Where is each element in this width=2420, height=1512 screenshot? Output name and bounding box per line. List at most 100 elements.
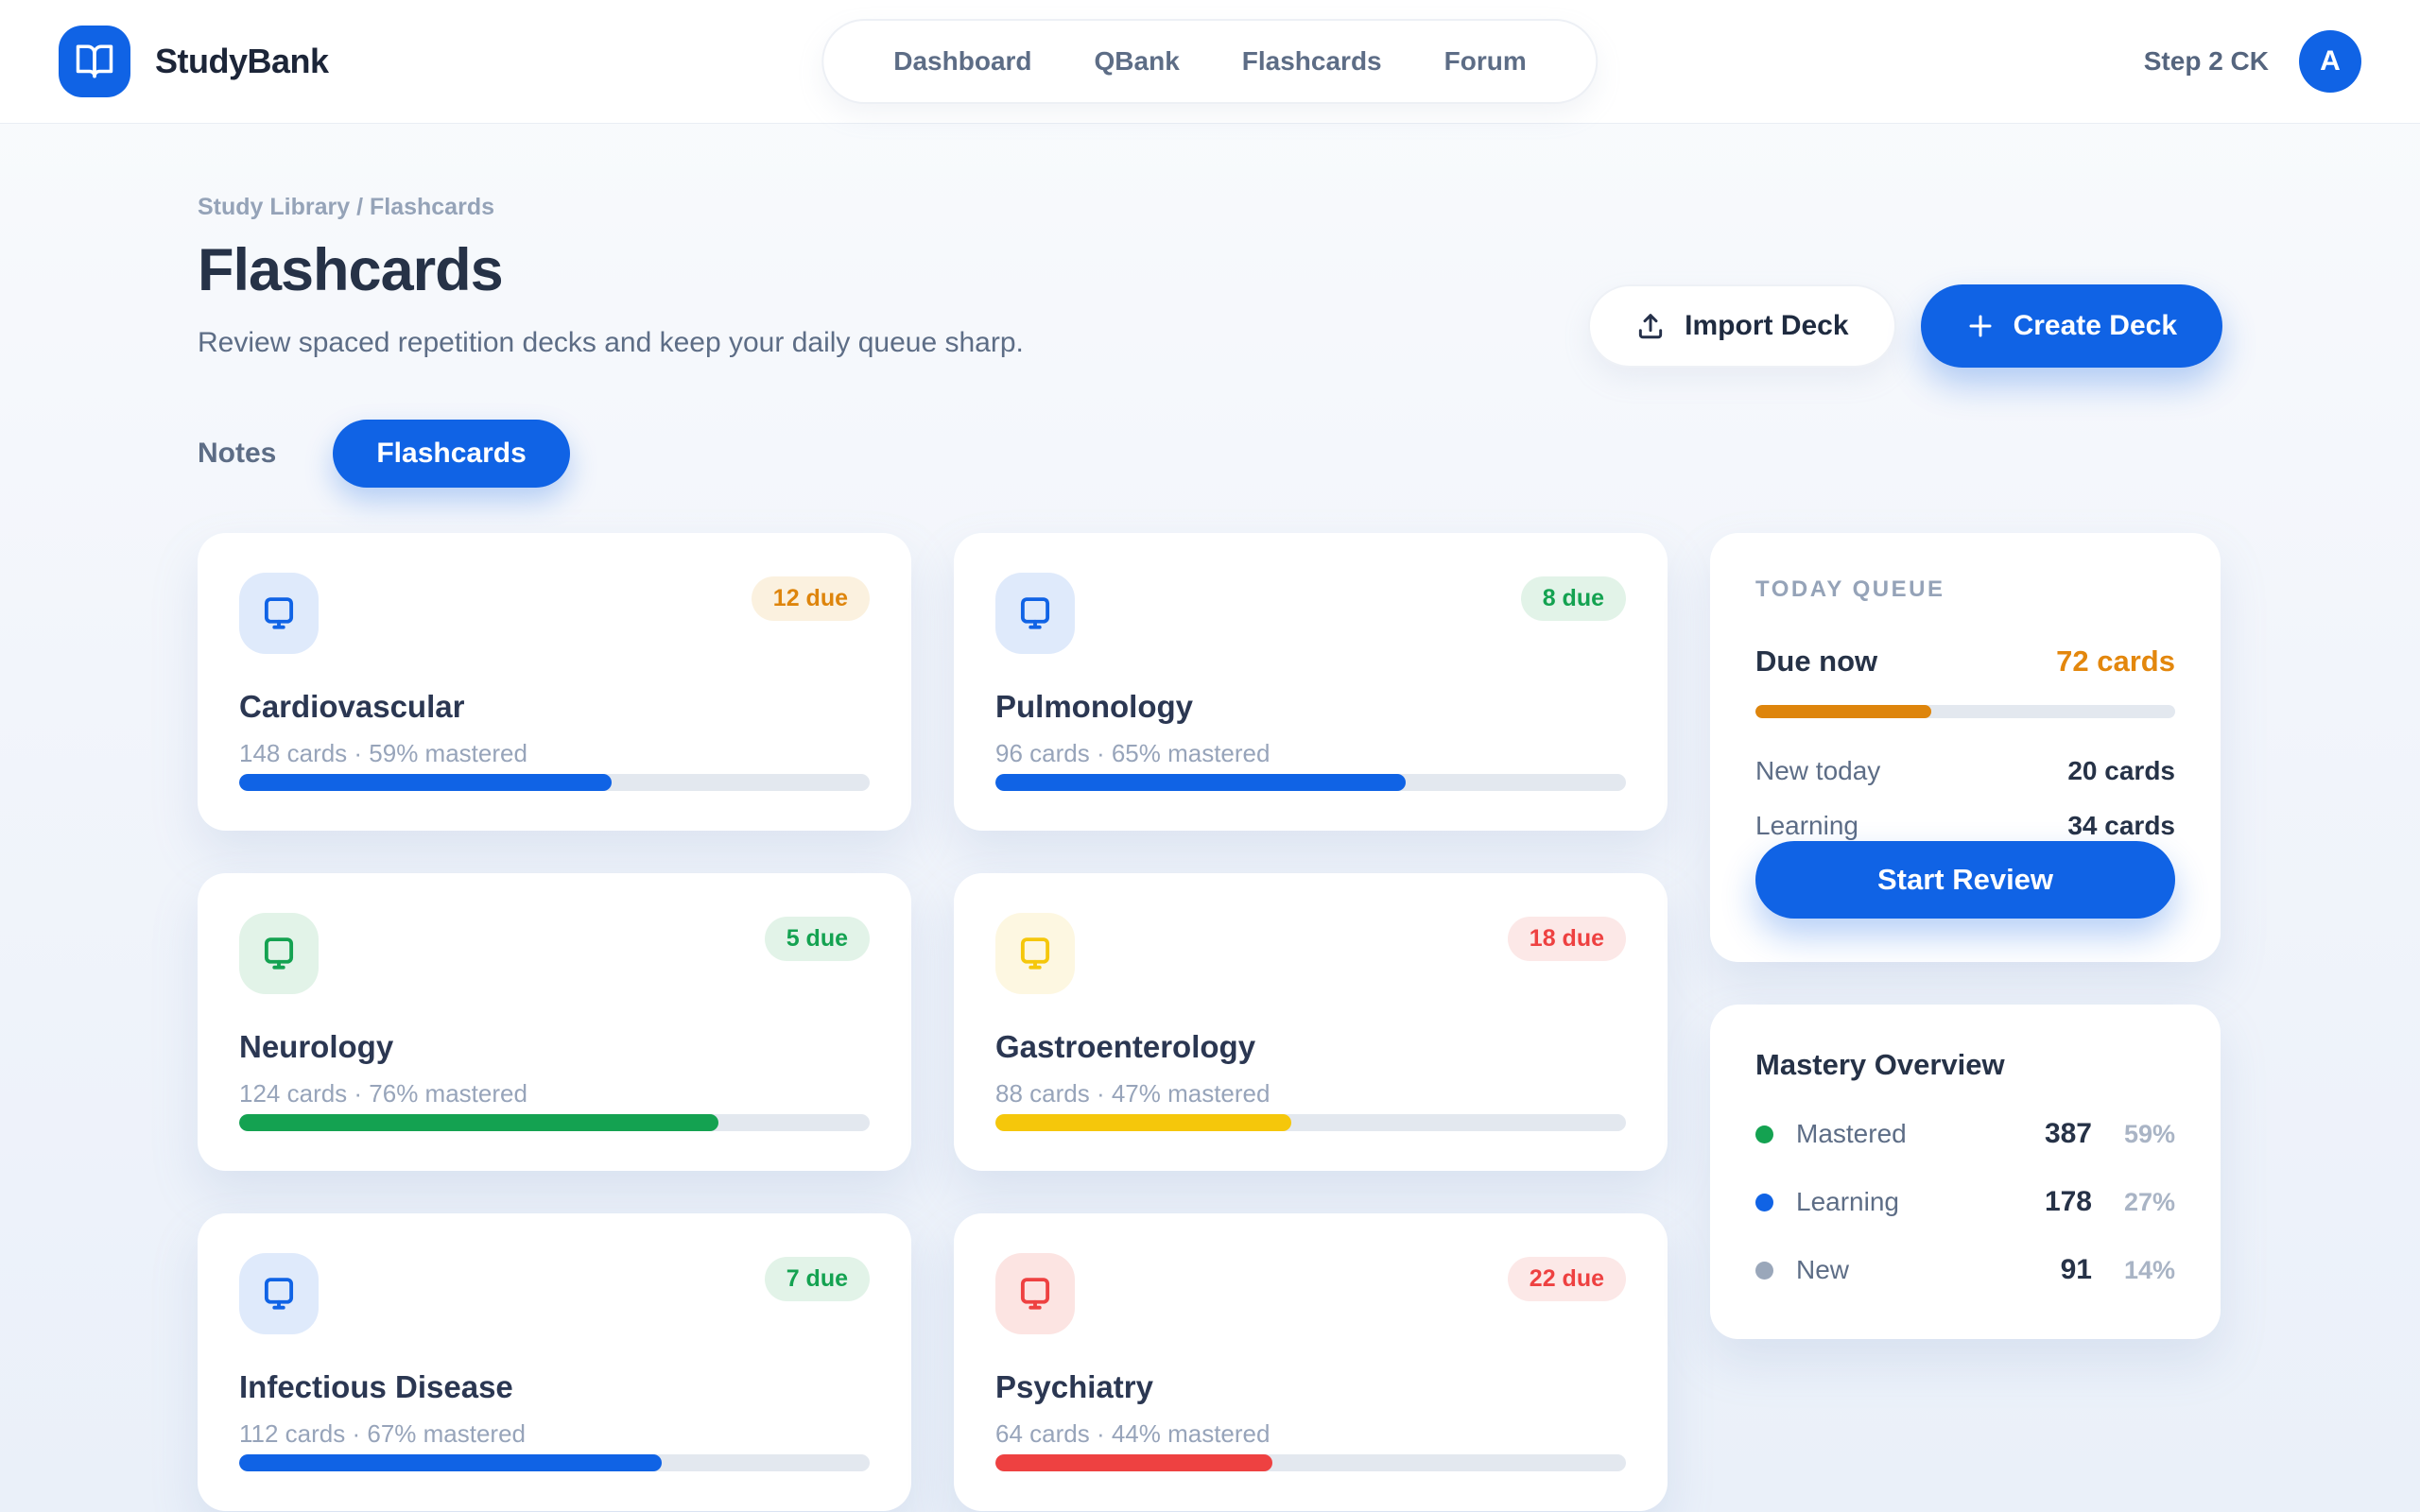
- queue-row-label: Learning: [1755, 811, 1858, 841]
- deck-progress-fill: [995, 774, 1406, 791]
- page-title: Flashcards: [198, 237, 504, 303]
- deck-name: Gastroenterology: [995, 1029, 1256, 1064]
- mastery-row: New 91 14%: [1755, 1254, 2175, 1286]
- queue-row: Learning 34 cards: [1755, 811, 2175, 841]
- nav-item[interactable]: Dashboard: [893, 46, 1032, 76]
- monitor-icon: [239, 1253, 319, 1334]
- sidebar: TODAY QUEUE Due now 72 cards New today 2…: [1710, 533, 2221, 1339]
- deck-meta: 64 cards · 44% mastered: [995, 1419, 1270, 1448]
- deck-card[interactable]: 18 due Gastroenterology 88 cards · 47% m…: [954, 873, 1668, 1171]
- top-bar: StudyBank Dashboard QBank Flashcards For…: [0, 0, 2420, 124]
- deck-progress-track: [239, 1454, 870, 1471]
- import-deck-button[interactable]: Import Deck: [1588, 284, 1896, 368]
- monitor-icon: [995, 1253, 1075, 1334]
- deck-progress-track: [239, 774, 870, 791]
- mastery-row-percent: 59%: [2123, 1119, 2175, 1148]
- mastery-row: Learning 178 27%: [1755, 1186, 2175, 1218]
- deck-progress-track: [239, 1114, 870, 1131]
- monitor-icon: [239, 913, 319, 994]
- monitor-icon: [995, 913, 1075, 994]
- content-grid: 12 due Cardiovascular 148 cards · 59% ma…: [198, 533, 2222, 1511]
- status-dot: [1755, 1261, 1773, 1280]
- deck-progress-fill: [239, 1454, 662, 1471]
- avatar[interactable]: A: [2299, 30, 2361, 93]
- main-nav: Dashboard QBank Flashcards Forum: [821, 19, 1599, 104]
- nav-right: Step 2 CK A: [2144, 30, 2361, 93]
- deck-card[interactable]: 8 due Pulmonology 96 cards · 65% mastere…: [954, 533, 1668, 831]
- deck-grid: 12 due Cardiovascular 148 cards · 59% ma…: [198, 533, 1668, 1511]
- due-badge: 8 due: [1520, 576, 1626, 621]
- start-review-button[interactable]: Start Review: [1755, 841, 2175, 919]
- queue-row-value: 20 cards: [2067, 756, 2175, 786]
- due-badge: 18 due: [1507, 917, 1626, 961]
- mastery-row-label: Mastered: [1796, 1119, 1907, 1148]
- deck-name: Infectious Disease: [239, 1369, 513, 1404]
- create-deck-button[interactable]: Create Deck: [1920, 284, 2222, 368]
- deck-card-top: 22 due: [995, 1253, 1626, 1334]
- mastery-row-label: Learning: [1796, 1187, 1899, 1216]
- today-queue-card: TODAY QUEUE Due now 72 cards New today 2…: [1710, 533, 2221, 962]
- exam-label: Step 2 CK: [2143, 46, 2269, 76]
- mastery-row-percent: 14%: [2123, 1255, 2175, 1284]
- deck-card-top: 8 due: [995, 573, 1626, 654]
- tab[interactable]: Flashcards: [333, 420, 570, 488]
- main-content: Study Library / Flashcards Flashcards Re…: [198, 124, 2222, 1511]
- due-now-row: Due now 72 cards: [1755, 644, 2175, 679]
- due-now-value: 72 cards: [2056, 644, 2175, 678]
- deck-meta: 88 cards · 47% mastered: [995, 1079, 1270, 1108]
- deck-meta: 112 cards · 67% mastered: [239, 1419, 526, 1448]
- queue-row: New today 20 cards: [1755, 756, 2175, 786]
- deck-progress-fill: [995, 1454, 1273, 1471]
- app-logo[interactable]: [59, 26, 130, 97]
- book-open-icon: [76, 44, 113, 78]
- upload-icon: [1639, 314, 1663, 339]
- deck-name: Psychiatry: [995, 1369, 1153, 1404]
- mastery-row-count: 91: [2060, 1254, 2092, 1285]
- deck-name: Neurology: [239, 1029, 394, 1064]
- plus-icon: [1969, 315, 1992, 337]
- status-dot: [1755, 1193, 1773, 1211]
- deck-progress-fill: [239, 774, 612, 791]
- breadcrumb[interactable]: Study Library / Flashcards: [198, 194, 494, 220]
- due-badge: 22 due: [1507, 1257, 1626, 1301]
- due-badge: 7 due: [764, 1257, 870, 1301]
- mastery-row-label: New: [1796, 1255, 1850, 1284]
- create-deck-label: Create Deck: [2013, 310, 2177, 341]
- deck-progress-track: [995, 1114, 1626, 1131]
- deck-progress-fill: [995, 1114, 1292, 1131]
- deck-card[interactable]: 7 due Infectious Disease 112 cards · 67%…: [198, 1213, 911, 1511]
- deck-card-top: 5 due: [239, 913, 870, 994]
- mastery-row: Mastered 387 59%: [1755, 1118, 2175, 1150]
- mastery-title: Mastery Overview: [1755, 1048, 2005, 1081]
- deck-progress-track: [995, 774, 1626, 791]
- deck-progress-fill: [239, 1114, 718, 1131]
- due-now-label: Due now: [1755, 644, 1878, 678]
- deck-meta: 124 cards · 76% mastered: [239, 1079, 527, 1108]
- today-queue-heading: TODAY QUEUE: [1755, 576, 1945, 602]
- due-progress-track: [1755, 705, 2175, 719]
- due-badge: 5 due: [764, 917, 870, 961]
- due-badge: 12 due: [751, 576, 870, 621]
- deck-card[interactable]: 12 due Cardiovascular 148 cards · 59% ma…: [198, 533, 911, 831]
- tab[interactable]: Notes: [198, 438, 277, 469]
- view-tabs: Notes Flashcards: [198, 420, 2222, 488]
- deck-name: Pulmonology: [995, 689, 1193, 724]
- deck-card-top: 7 due: [239, 1253, 870, 1334]
- queue-row-value: 34 cards: [2067, 811, 2175, 841]
- deck-card-top: 18 due: [995, 913, 1626, 994]
- page-subtitle: Review spaced repetition decks and keep …: [198, 327, 1024, 358]
- deck-card[interactable]: 5 due Neurology 124 cards · 76% mastered: [198, 873, 911, 1171]
- header-actions: Import Deck Create Deck: [1588, 284, 2222, 368]
- brand: StudyBank: [59, 26, 329, 97]
- deck-meta: 148 cards · 59% mastered: [239, 739, 527, 767]
- nav-item[interactable]: Forum: [1443, 46, 1527, 76]
- mastery-overview-card: Mastery Overview Mastered 387 59% Learni…: [1710, 1005, 2221, 1339]
- status-dot: [1755, 1125, 1773, 1143]
- mastery-row-count: 178: [2044, 1186, 2092, 1217]
- nav-item[interactable]: QBank: [1094, 46, 1180, 76]
- deck-progress-track: [995, 1454, 1626, 1471]
- due-progress-fill: [1755, 705, 1932, 719]
- deck-card[interactable]: 22 due Psychiatry 64 cards · 44% mastere…: [954, 1213, 1668, 1511]
- mastery-row-count: 387: [2044, 1118, 2092, 1149]
- nav-item[interactable]: Flashcards: [1241, 46, 1382, 76]
